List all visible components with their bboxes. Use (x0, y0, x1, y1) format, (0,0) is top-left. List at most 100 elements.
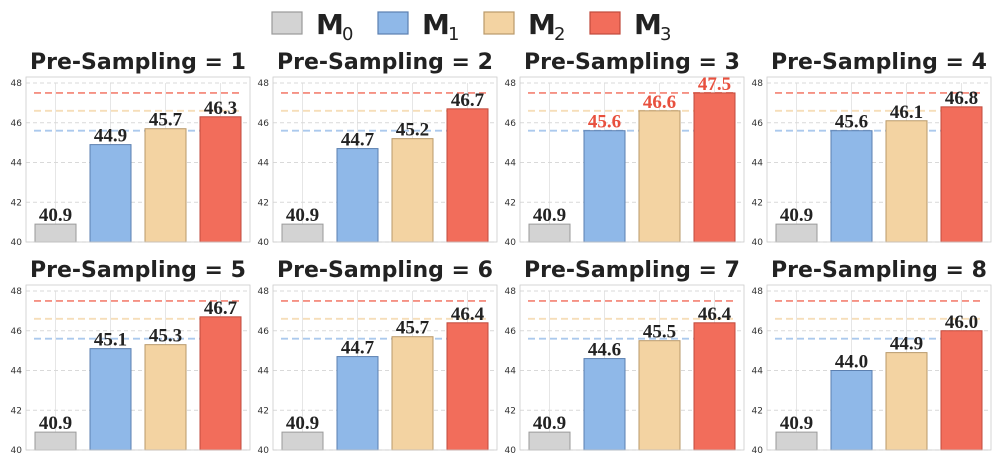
bar-m0 (775, 223, 818, 243)
panel-title: Pre-Sampling = 3 (524, 50, 740, 75)
data-label: 44.7 (341, 130, 375, 151)
data-label: 45.3 (149, 326, 182, 347)
bar-m0 (528, 223, 571, 243)
panel-title: Pre-Sampling = 7 (524, 258, 740, 283)
bar-m1 (830, 370, 873, 451)
y-tick-label: 40 (752, 446, 764, 456)
data-label: 46.4 (451, 304, 485, 325)
data-label: 40.9 (533, 413, 566, 434)
data-label: 40.9 (286, 413, 319, 434)
data-label: 46.1 (890, 102, 923, 123)
y-tick-label: 40 (11, 238, 23, 248)
bar-m2 (638, 110, 681, 243)
legend-swatch (483, 11, 515, 35)
bar-m1 (336, 356, 379, 451)
y-tick-label: 44 (505, 159, 517, 169)
bar-m0 (281, 223, 324, 243)
legend-item-m3: M3 (589, 8, 671, 45)
y-tick-label: 46 (11, 119, 23, 129)
panel-title: Pre-Sampling = 8 (771, 258, 987, 283)
bar-m2 (391, 138, 434, 243)
panel-title: Pre-Sampling = 4 (771, 50, 987, 75)
legend-label-subscript: 3 (660, 24, 671, 45)
y-tick-label: 48 (505, 79, 517, 89)
panel-frame (272, 284, 498, 451)
panel-title: Pre-Sampling = 6 (277, 258, 493, 283)
y-tick-label: 42 (258, 198, 269, 208)
panel-2: Pre-Sampling = 2 40 42 44 46 48 40.9 44.7 45.2 46… (258, 50, 498, 248)
legend-label: M (528, 8, 556, 41)
bar-m2 (885, 352, 928, 451)
y-tick-label: 44 (752, 159, 764, 169)
legend-swatch (377, 11, 409, 35)
legend-item-m2: M2 (483, 8, 565, 45)
legend-label-subscript: 2 (554, 24, 565, 45)
data-label: 45.2 (396, 120, 429, 141)
y-tick-label: 40 (258, 446, 270, 456)
panel-title: Pre-Sampling = 1 (30, 50, 246, 75)
data-label: 46.4 (698, 304, 732, 325)
y-tick-label: 46 (752, 119, 764, 129)
y-tick-label: 40 (752, 238, 764, 248)
bar-m2 (391, 336, 434, 451)
bar-m1 (89, 144, 132, 243)
data-label: 40.9 (780, 205, 813, 226)
panel-3: Pre-Sampling = 3 40 42 44 46 48 40.9 45.6 46.6 47… (505, 50, 745, 248)
bar-m1 (583, 358, 626, 451)
data-label: 46.7 (451, 90, 485, 111)
y-tick-label: 48 (11, 287, 23, 297)
bar-m3 (940, 330, 983, 451)
data-label: 44.9 (890, 334, 923, 355)
bar-m2 (638, 340, 681, 451)
legend-label-subscript: 1 (448, 24, 459, 45)
bar-m0 (528, 431, 571, 451)
panel-title: Pre-Sampling = 5 (30, 258, 246, 283)
legend-swatch (589, 11, 621, 35)
y-tick-label: 44 (752, 367, 764, 377)
data-label: 44.0 (835, 352, 868, 373)
y-tick-label: 42 (11, 198, 22, 208)
bar-m0 (34, 431, 77, 451)
bar-m2 (144, 128, 187, 243)
data-label: 45.6 (588, 112, 621, 133)
y-tick-label: 48 (752, 79, 764, 89)
y-tick-label: 42 (505, 198, 516, 208)
bar-m1 (583, 130, 626, 243)
data-label: 46.0 (945, 312, 978, 333)
bar-m2 (885, 120, 928, 243)
panel-frame (766, 284, 992, 451)
data-label: 47.5 (698, 74, 731, 95)
y-tick-label: 48 (11, 79, 23, 89)
panel-frame (519, 284, 745, 451)
y-tick-label: 44 (505, 367, 517, 377)
bar-m1 (830, 130, 873, 243)
data-label: 46.3 (204, 98, 237, 119)
y-tick-label: 48 (505, 287, 517, 297)
y-tick-label: 42 (258, 406, 269, 416)
panel-8: Pre-Sampling = 8 40 42 44 46 48 40.9 44.0 44.9 46… (752, 258, 992, 456)
legend-label: M (634, 8, 662, 41)
data-label: 45.7 (149, 110, 183, 131)
panel-7: Pre-Sampling = 7 40 42 44 46 48 40.9 44.6 45.5 46… (505, 258, 745, 456)
legend-item-m1: M1 (377, 8, 459, 45)
y-tick-label: 46 (752, 327, 764, 337)
data-label: 40.9 (286, 205, 319, 226)
data-label: 45.1 (94, 330, 127, 351)
y-tick-label: 44 (258, 367, 270, 377)
data-label: 45.7 (396, 318, 430, 339)
data-label: 44.7 (341, 338, 375, 359)
data-label: 45.5 (643, 322, 676, 343)
legend-label-subscript: 0 (342, 24, 353, 45)
y-tick-label: 40 (505, 238, 517, 248)
bar-m3 (693, 92, 736, 243)
y-tick-label: 44 (11, 159, 23, 169)
y-tick-label: 46 (505, 119, 517, 129)
y-tick-label: 44 (11, 367, 23, 377)
panel-4: Pre-Sampling = 4 40 42 44 46 48 40.9 45.6 46.1 46… (752, 50, 992, 248)
panel-frame (25, 284, 251, 451)
data-label: 40.9 (39, 413, 72, 434)
legend-label: M (316, 8, 344, 41)
data-label: 45.6 (835, 112, 868, 133)
data-label: 44.6 (588, 340, 621, 361)
bar-m3 (940, 106, 983, 243)
